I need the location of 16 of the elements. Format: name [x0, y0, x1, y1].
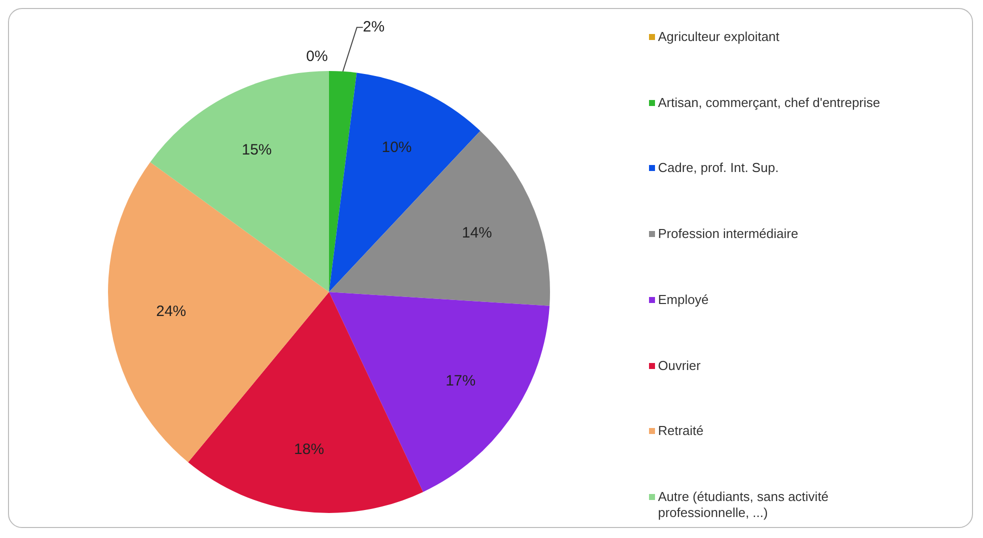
data-label: 2% [362, 18, 385, 36]
legend-label: Autre (étudiants, sans activité professionnelle, ...) [658, 488, 830, 521]
legend-label: Retraité [658, 423, 704, 440]
data-label: 10% [382, 139, 412, 156]
data-label: 24% [156, 303, 186, 320]
legend-label: Ouvrier [658, 358, 701, 374]
data-label: 14% [462, 224, 492, 242]
legend-label: Employé [658, 292, 709, 308]
data-label: 17% [446, 372, 476, 390]
legend-label: Agriculteur exploitant [658, 29, 780, 45]
text: 0% [306, 48, 328, 66]
legend-label: Profession intermédiaire [658, 226, 798, 242]
legend-label: Artisan, commerçant, chef d'entreprise [658, 94, 880, 111]
data-label: 15% [242, 141, 272, 158]
data-label: 18% [294, 441, 324, 458]
legend-label: Cadre, prof. Int. Sup. [658, 160, 779, 176]
